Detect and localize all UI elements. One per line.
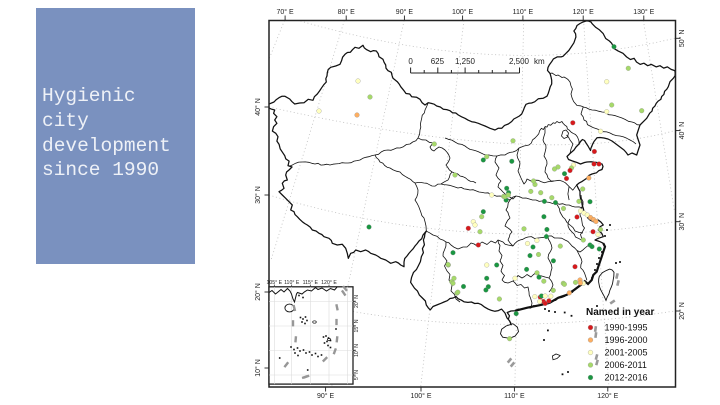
svg-text:15° N: 15° N: [354, 319, 360, 332]
svg-text:50° N: 50° N: [678, 30, 686, 48]
svg-text:5° N: 5° N: [354, 370, 360, 380]
svg-text:625: 625: [431, 57, 445, 66]
svg-text:2012-2016: 2012-2016: [605, 373, 648, 383]
svg-text:2006-2011: 2006-2011: [605, 360, 647, 370]
svg-text:40° N: 40° N: [254, 98, 262, 116]
svg-text:Named in year: Named in year: [586, 307, 654, 318]
svg-text:120° E: 120° E: [597, 392, 618, 400]
svg-text:20° N: 20° N: [354, 295, 360, 308]
svg-text:70° E: 70° E: [276, 8, 294, 16]
svg-text:120° E: 120° E: [573, 8, 594, 16]
svg-text:90° E: 90° E: [317, 392, 335, 400]
svg-text:1,250: 1,250: [455, 57, 476, 66]
svg-text:115° E: 115° E: [303, 280, 319, 286]
svg-text:110° E: 110° E: [504, 392, 525, 400]
svg-text:0: 0: [408, 57, 413, 66]
svg-text:30° N: 30° N: [254, 186, 262, 204]
svg-text:130° E: 130° E: [633, 8, 654, 16]
svg-text:20° N: 20° N: [254, 283, 262, 301]
svg-text:110° E: 110° E: [513, 8, 534, 16]
svg-text:110° E: 110° E: [284, 280, 300, 286]
svg-text:1990-1995: 1990-1995: [605, 323, 648, 333]
svg-text:20° N: 20° N: [678, 302, 686, 320]
svg-text:2001-2005: 2001-2005: [605, 348, 648, 358]
svg-text:2,500: 2,500: [509, 57, 530, 66]
svg-text:105° E: 105° E: [266, 280, 282, 286]
svg-text:30° N: 30° N: [678, 213, 686, 231]
svg-text:km: km: [534, 57, 545, 66]
svg-text:90° E: 90° E: [396, 8, 414, 16]
svg-text:1996-2000: 1996-2000: [605, 335, 648, 345]
svg-text:40° N: 40° N: [678, 122, 686, 140]
svg-text:120° E: 120° E: [321, 280, 337, 286]
svg-text:10° N: 10° N: [354, 344, 360, 357]
svg-text:100° E: 100° E: [452, 8, 473, 16]
svg-text:80° E: 80° E: [338, 8, 356, 16]
svg-text:10° N: 10° N: [254, 359, 262, 377]
svg-text:100° E: 100° E: [410, 392, 431, 400]
